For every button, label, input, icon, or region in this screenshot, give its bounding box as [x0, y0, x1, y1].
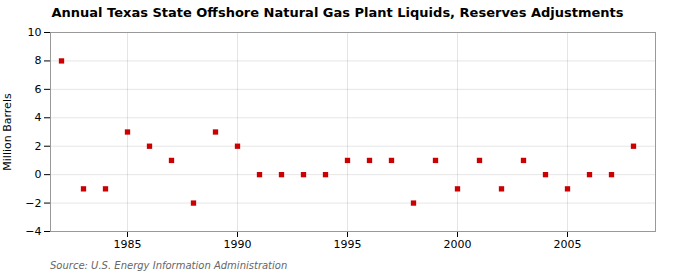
- svg-text:Million Barrels: Million Barrels: [1, 93, 14, 171]
- svg-text:−2: −2: [25, 197, 41, 210]
- svg-text:2: 2: [35, 140, 42, 153]
- html-text:Annual Texas State Offshore Na: Annual Texas State Offshore Natural Gas …: [51, 5, 624, 20]
- svg-text:0: 0: [35, 168, 42, 181]
- svg-text:2000: 2000: [444, 238, 472, 251]
- svg-text:1990: 1990: [224, 238, 252, 251]
- svg-text:2005: 2005: [554, 238, 582, 251]
- html-text:Source: U.S. Energy Informatio: Source: U.S. Energy Information Administ…: [50, 260, 288, 271]
- svg-text:−4: −4: [25, 225, 41, 238]
- svg-text:1995: 1995: [334, 238, 362, 251]
- svg-text:10: 10: [28, 26, 42, 39]
- svg-text:6: 6: [35, 83, 42, 96]
- svg-text:8: 8: [35, 54, 42, 67]
- svg-text:1985: 1985: [114, 238, 142, 251]
- svg-text:4: 4: [35, 111, 42, 124]
